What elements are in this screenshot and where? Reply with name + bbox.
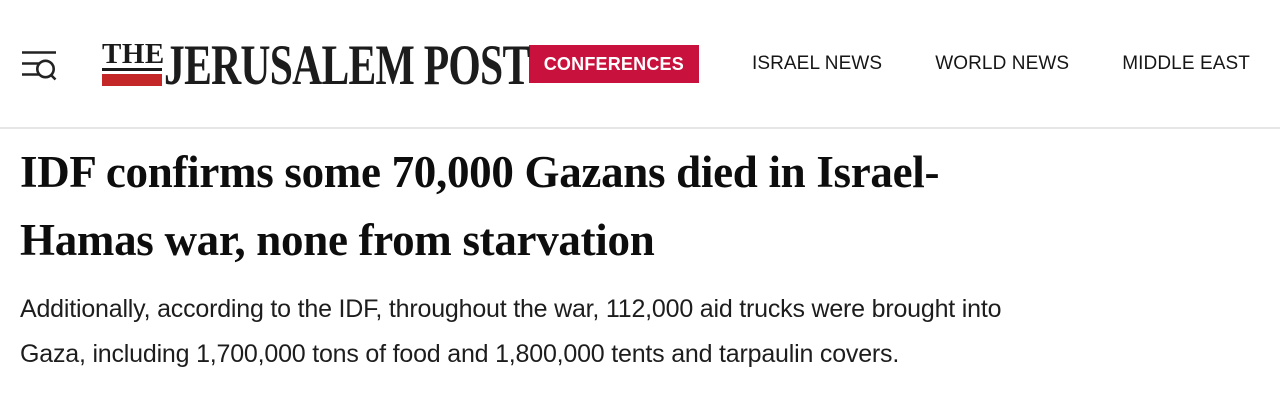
- nav-link-world-news[interactable]: WORLD NEWS: [935, 52, 1070, 74]
- logo-name-text: JERUSALEM POST: [164, 33, 530, 97]
- headline-line-2: Hamas war, none from starvation: [20, 214, 655, 265]
- jerusalem-post-logo[interactable]: THE JERUSALEM POST: [102, 37, 530, 94]
- article-header-section: IDF confirms some 70,000 Gazans died in …: [0, 129, 1280, 377]
- headline-line-1: IDF confirms some 70,000 Gazans died in …: [20, 147, 940, 197]
- logo-the-text: THE: [102, 37, 165, 71]
- article-headline: IDF confirms some 70,000 Gazans died in …: [20, 139, 1258, 274]
- nav-conferences-button[interactable]: CONFERENCES: [528, 44, 699, 83]
- article-subheadline: Additionally, according to the IDF, thro…: [20, 287, 1258, 377]
- logo-name-wrap: JERUSALEM POST: [164, 37, 530, 94]
- subheadline-line-2: Gaza, including 1,700,000 tons of food a…: [20, 340, 900, 368]
- nav-link-middle-east[interactable]: MIDDLE EAST: [1122, 52, 1250, 74]
- logo-the-block: THE: [102, 37, 165, 86]
- top-nav: CONFERENCES ISRAEL NEWS WORLD NEWS MIDDL…: [528, 44, 1250, 83]
- logo-red-bar: [102, 73, 162, 86]
- menu-search-button[interactable]: [20, 49, 58, 85]
- subheadline-line-1: Additionally, according to the IDF, thro…: [20, 295, 1002, 323]
- site-header: THE JERUSALEM POST CONFERENCES ISRAEL NE…: [0, 0, 1280, 129]
- nav-link-israel-news[interactable]: ISRAEL NEWS: [751, 52, 883, 74]
- hamburger-search-icon: [20, 49, 58, 85]
